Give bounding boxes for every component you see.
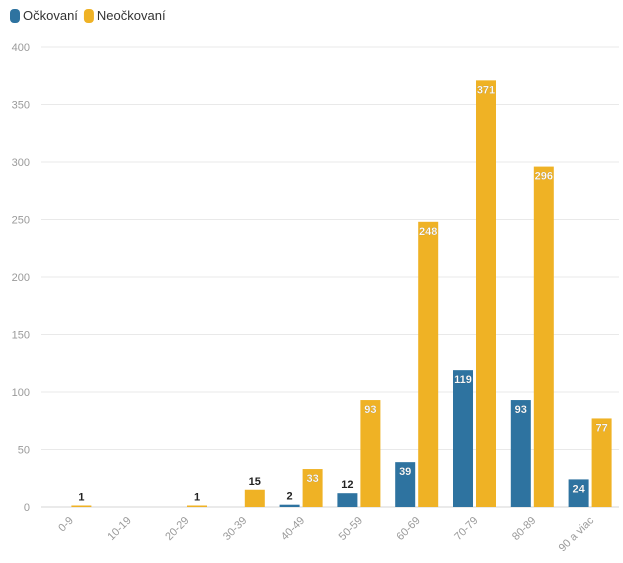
y-tick-label: 300: [12, 157, 30, 169]
bar: [533, 166, 554, 507]
x-tick-label: 0-9: [56, 515, 76, 535]
bar: [302, 469, 323, 507]
data-label: 33: [306, 473, 318, 485]
legend-swatch[interactable]: [10, 9, 20, 23]
data-label: 77: [595, 422, 607, 434]
y-tick-label: 200: [12, 272, 30, 284]
bar: [568, 479, 589, 507]
y-tick-label: 350: [12, 100, 30, 112]
y-tick-label: 250: [12, 215, 30, 227]
data-label: 93: [364, 404, 376, 416]
bar: [510, 400, 531, 507]
y-tick-label: 50: [18, 445, 30, 457]
x-tick-label: 70-79: [452, 515, 480, 543]
data-label: 24: [572, 483, 585, 495]
bar: [476, 80, 496, 507]
x-tick-label: 80-89: [510, 515, 538, 543]
data-label: 371: [477, 84, 495, 96]
y-tick-label: 100: [12, 387, 30, 399]
data-label: 93: [515, 404, 527, 416]
bar: [244, 489, 265, 507]
x-tick-label: 30-39: [221, 515, 249, 543]
bar: [418, 221, 439, 508]
data-label: 296: [535, 171, 553, 183]
data-label: 119: [454, 374, 472, 386]
y-tick-label: 0: [24, 502, 30, 514]
x-tick-label: 20-29: [163, 515, 191, 543]
bar: [360, 400, 381, 507]
data-label: 1: [78, 492, 84, 504]
x-tick-label: 50-59: [337, 515, 365, 543]
legend-swatch[interactable]: [83, 9, 94, 23]
x-tick-label: 90 a viac: [557, 514, 597, 554]
data-label: 15: [249, 476, 261, 488]
data-label: 2: [287, 491, 293, 503]
bar: [591, 418, 612, 507]
bar: [337, 493, 358, 507]
x-tick-label: 60-69: [394, 515, 422, 543]
bar: [71, 505, 92, 507]
bar: [187, 505, 207, 507]
data-label: 12: [341, 479, 353, 491]
x-tick-label: 40-49: [279, 515, 307, 543]
legend-item[interactable]: Neočkovaní: [97, 8, 166, 23]
bar: [279, 504, 300, 507]
data-label: 248: [419, 226, 437, 238]
bar: [395, 462, 416, 507]
y-tick-label: 400: [12, 42, 30, 54]
x-tick-label: 10-19: [105, 515, 133, 543]
y-tick-label: 150: [12, 330, 30, 342]
legend-item[interactable]: Očkovaní: [23, 8, 78, 23]
bar: [453, 370, 473, 507]
data-label: 1: [194, 492, 200, 504]
data-label: 39: [399, 466, 411, 478]
